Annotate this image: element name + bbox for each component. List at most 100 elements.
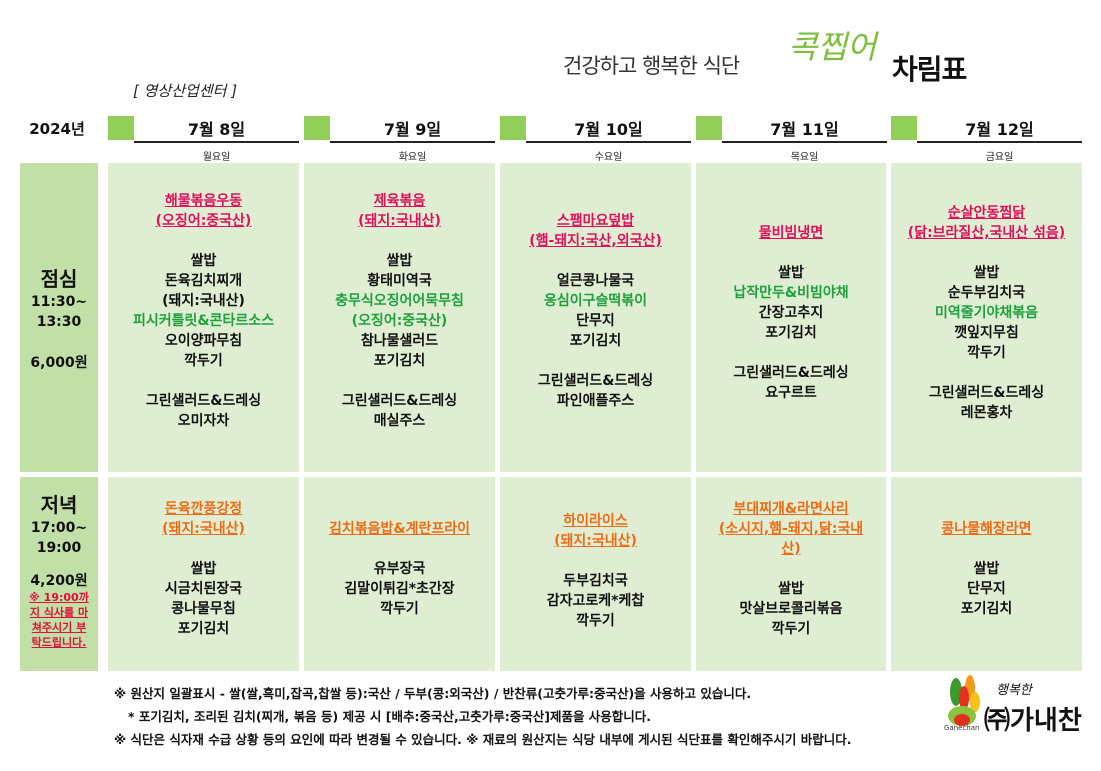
logo-small-text: 행복한: [996, 683, 1032, 698]
menu-item: 깻잎지무침: [954, 325, 1019, 341]
main-dish-origin: (돼지:국내산): [554, 533, 637, 549]
dinner-note: 지 식사를 마: [29, 606, 89, 619]
menu-extra: 파인애플주스: [556, 393, 635, 409]
main-dish-origin: 산): [781, 541, 801, 557]
main-dish-origin: (돼지:국내산): [358, 213, 441, 229]
menu-item: 얼큰콩나물국: [556, 273, 635, 289]
dinner-time-end: 19:00: [36, 540, 82, 556]
dinner-cell-fri: 콩나물해장라면 쌀밥 단무지 포기김치: [891, 477, 1082, 671]
menu-item: 쌀밥: [778, 581, 804, 597]
origin-note: ※ 원산지 일괄표시 - 쌀(쌀,흑미,잡곡,찹쌀 등):국산 / 두부(콩:외…: [114, 686, 752, 701]
menu-item: 포기김치: [569, 333, 622, 349]
year-label: 2024년: [29, 120, 85, 138]
menu-item: 깍두기: [967, 345, 1006, 361]
main-dish: 부대찌개&라면사리: [733, 501, 849, 517]
day-date: 7월 8일: [187, 120, 246, 139]
menu-item: 김말이튀김*초간장: [344, 581, 455, 597]
day-of-week: 목요일: [790, 152, 819, 163]
main-dish: 스팸마요덮밥: [556, 213, 635, 229]
lunch-time-end: 13:30: [36, 314, 82, 330]
header-script: 콕찝어: [788, 28, 877, 66]
menu-item: 간장고추지: [758, 305, 824, 321]
logo-tiny-text: Ganechan: [944, 724, 980, 732]
menu-item: 유부장국: [373, 561, 426, 577]
menu-extra: 매실주스: [373, 413, 426, 429]
menu-item: 미역줄기야채볶음: [934, 305, 1039, 321]
menu-item: 참나물샐러드: [360, 333, 439, 349]
day-date: 7월 9일: [383, 120, 442, 139]
menu-item: 쌀밥: [778, 265, 804, 281]
menu-extra: 그린샐러드&드레싱: [928, 385, 1045, 401]
menu-extra: 그린샐러드&드레싱: [537, 373, 654, 389]
menu-item: 납작만두&비빔야채: [733, 285, 849, 301]
menu-extra: 오미자차: [177, 413, 230, 429]
menu-item: 쌀밥: [190, 253, 217, 269]
dinner-cell-thu: 부대찌개&라면사리 (소시지,햄-돼지,닭:국내 산) 쌀밥 맛살브로콜리볶음 …: [696, 477, 886, 671]
lunch-cell-fri: 순살안동찜닭 (닭:브라질산,국내산 섞음) 쌀밥 순두부김치국 미역줄기야채볶…: [891, 163, 1082, 472]
dinner-title: 저녁: [40, 493, 78, 517]
lunch-cell-thu: 물비빔냉면 쌀밥 납작만두&비빔야채 간장고추지 포기김치 그린샐러드&드레싱 …: [696, 163, 886, 472]
menu-item: 쌀밥: [973, 265, 1000, 281]
main-dish-origin: (햄-돼지:국산,외국산): [529, 233, 662, 249]
lunch-cell-wed: 스팸마요덮밥 (햄-돼지:국산,외국산) 얼큰콩나물국 옹심이구슬떡볶이 단무지…: [500, 163, 691, 472]
dinner-cell-mon: 돈육깐풍강정 (돼지:국내산) 쌀밥 시금치된장국 콩나물무침 포기김치: [108, 477, 299, 671]
menu-item: (돼지:국내산): [162, 293, 245, 309]
main-dish: 돈육깐풍강정: [164, 501, 243, 517]
menu-item: 두부김치국: [563, 573, 628, 589]
menu-item: 황태미역국: [367, 273, 432, 289]
main-dish: 해물볶음우동: [164, 193, 243, 209]
menu-item: 쌀밥: [190, 561, 217, 577]
lunch-price: 6,000원: [30, 355, 88, 371]
lunch-label: 점심 11:30~ 13:30 6,000원: [20, 163, 98, 472]
menu-item: 포기김치: [960, 601, 1013, 617]
day-marker: [108, 116, 134, 140]
dinner-label: 저녁 17:00~ 19:00 4,200원 ※ 19:00까 지 식사를 마 …: [20, 477, 98, 671]
day-of-week: 수요일: [594, 152, 623, 163]
main-dish: 물비빔냉면: [758, 225, 824, 241]
lunch-title: 점심: [40, 267, 78, 291]
header-title: 차림표: [892, 53, 967, 86]
day-of-week: 화요일: [398, 152, 427, 163]
dinner-note: 쳐주시기 부: [31, 621, 87, 634]
menu-item: 오이양파무침: [164, 333, 243, 349]
menu-item: 피시커틀릿&콘타르소스: [132, 313, 274, 329]
day-marker: [500, 116, 526, 140]
day-marker: [891, 116, 917, 140]
day-date: 7월 10일: [574, 120, 643, 139]
menu-item: 깍두기: [380, 601, 419, 617]
dinner-cell-wed: 하이라이스 (돼지:국내산) 두부김치국 감자고로케*케찹 깍두기: [500, 477, 691, 671]
menu-item: 시금치된장국: [164, 581, 243, 597]
menu-item: 맛살브로콜리볶음: [739, 601, 843, 617]
menu-item: 돈육김치찌개: [164, 273, 243, 289]
menu-item: 충무식오징어어묵무침: [335, 293, 464, 309]
dinner-time-start: 17:00~: [30, 520, 88, 536]
menu-item: 포기김치: [373, 353, 426, 369]
menu-extra: 그린샐러드&드레싱: [733, 365, 849, 381]
main-dish: 하이라이스: [563, 513, 628, 529]
dinner-note: 탁드립니다.: [31, 636, 87, 649]
menu-item: 깍두기: [184, 353, 223, 369]
change-note: ※ 식단은 식자재 수급 상황 등의 요인에 따라 변경될 수 있습니다. ※ …: [114, 732, 852, 747]
main-dish: 김치볶음밥&계란프라이: [328, 521, 470, 537]
menu-extra: 그린샐러드&드레싱: [145, 393, 262, 409]
lunch-cell-mon: 해물볶음우동 (오징어:중국산) 쌀밥 돈육김치찌개 (돼지:국내산) 피시커틀…: [108, 163, 299, 472]
day-date: 7월 11일: [770, 120, 839, 139]
menu-item: 쌀밥: [973, 561, 1000, 577]
main-dish-origin: (닭:브라질산,국내산 섞음): [907, 225, 1066, 241]
date-underline: [722, 141, 887, 143]
menu-item: (오징어:중국산): [351, 313, 448, 329]
day-marker: [696, 116, 722, 140]
menu-extra: 요구르트: [765, 385, 817, 401]
menu-item: 쌀밥: [386, 253, 413, 269]
header-subtitle: 건강하고 행복한 식단: [563, 54, 740, 78]
menu-item: 단무지: [967, 581, 1006, 597]
dinner-note: ※ 19:00까: [29, 591, 89, 604]
date-underline: [526, 141, 691, 143]
logo-text: ㈜가내찬: [984, 706, 1082, 736]
main-dish-origin: (오징어:중국산): [155, 213, 252, 229]
date-underline: [917, 141, 1082, 143]
date-underline: [330, 141, 495, 143]
menu-item: 깍두기: [771, 621, 811, 637]
main-dish: 제육볶음: [373, 193, 426, 209]
main-dish-origin: (돼지:국내산): [162, 521, 245, 537]
